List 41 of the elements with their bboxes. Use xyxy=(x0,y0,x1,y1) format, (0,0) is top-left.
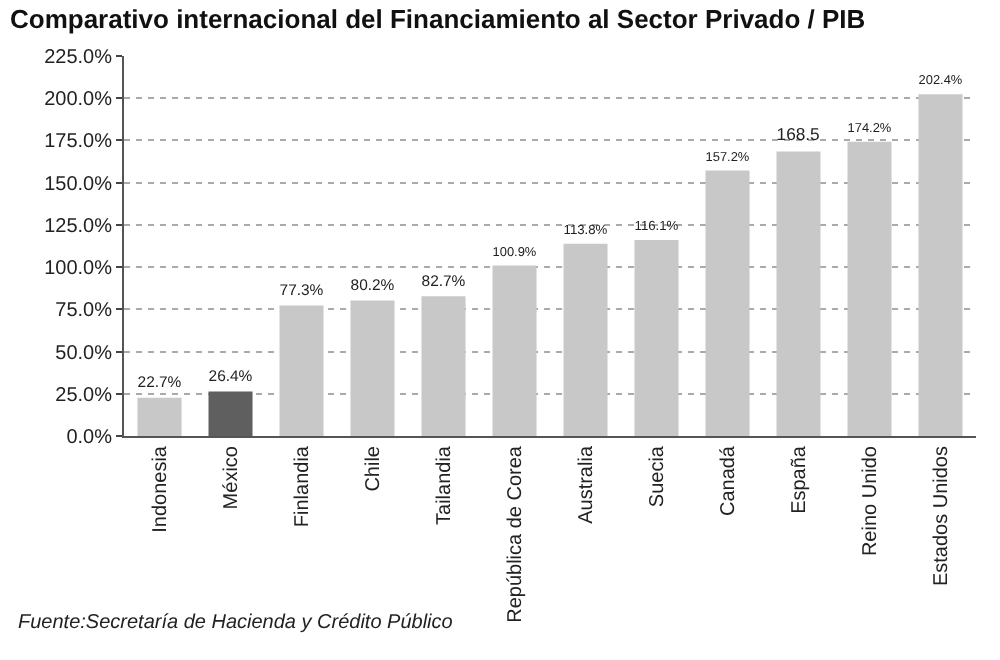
bar xyxy=(705,170,750,436)
bar xyxy=(137,397,182,436)
bar xyxy=(279,305,324,436)
bar xyxy=(421,296,466,436)
y-tick-label: 25.0% xyxy=(55,384,113,407)
x-tick-label: Estados Unidos xyxy=(931,446,953,587)
bar xyxy=(563,243,608,436)
data-label: 22.7% xyxy=(137,373,182,392)
x-tick-label: Reino Unido xyxy=(860,445,882,557)
bar xyxy=(492,265,537,436)
bar xyxy=(350,300,395,436)
x-tick-label: Finlandia xyxy=(292,445,314,528)
y-tick-label: 225.0% xyxy=(44,47,113,69)
y-tick-label: 175.0% xyxy=(44,131,113,154)
y-tick-label: 75.0% xyxy=(55,300,113,323)
x-tick-label: República de Corea xyxy=(505,445,527,623)
bar xyxy=(847,141,892,436)
x-tick-label: México xyxy=(221,445,243,510)
data-label: 77.3% xyxy=(279,280,324,299)
y-tick-label: 125.0% xyxy=(44,215,113,238)
y-tick-label: 0.0% xyxy=(66,427,113,449)
source-note: Fuente:Secretaría de Hacienda y Crédito Público xyxy=(18,612,454,634)
data-label: 80.2% xyxy=(350,275,395,294)
y-tick-label: 100.0% xyxy=(44,258,113,281)
y-tick-label: 200.0% xyxy=(44,89,113,112)
x-tick-label: Tailandia xyxy=(434,445,456,525)
data-label: 168.5 xyxy=(776,124,821,145)
bar xyxy=(776,151,821,436)
x-tick-label: Canadá xyxy=(718,445,740,517)
data-label: 26.4% xyxy=(208,366,253,385)
x-tick-label: Chile xyxy=(363,445,385,492)
x-tick-label: Suecia xyxy=(647,445,669,508)
chart-title: Comparativo internacional del Financiamiento al Sector Privado / PIB xyxy=(10,4,866,35)
bar xyxy=(918,94,963,436)
data-label: 82.7% xyxy=(421,271,466,290)
y-tick-label: 50.0% xyxy=(55,342,113,365)
x-tick-label: Indonesia xyxy=(150,445,172,533)
x-tick-label: Australia xyxy=(576,445,598,524)
y-tick-label: 150.0% xyxy=(44,173,113,196)
x-tick-label: España xyxy=(789,445,811,514)
bar xyxy=(634,239,679,436)
